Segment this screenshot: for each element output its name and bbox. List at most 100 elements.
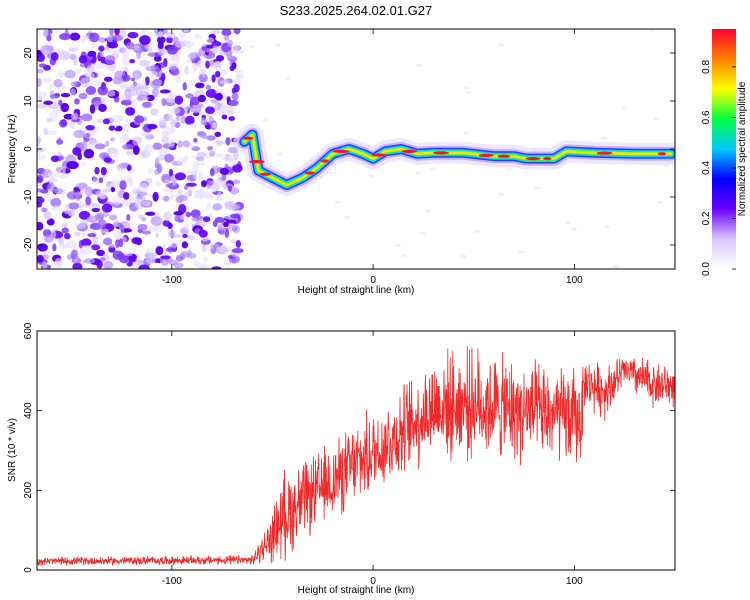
noise-speck (187, 249, 192, 257)
spectrogram-x-ticks: -100 0 100 (162, 29, 583, 286)
noise-speck (44, 251, 55, 256)
noise-speck (85, 132, 91, 138)
noise-speck (46, 183, 56, 192)
noise-speck (37, 221, 44, 231)
noise-speck (98, 45, 105, 52)
noise-speck (37, 174, 44, 184)
noise-speck (156, 163, 163, 174)
noise-speck (156, 36, 166, 44)
noise-speck (204, 191, 215, 198)
noise-speck (233, 29, 241, 35)
noise-speck (108, 214, 118, 221)
noise-speck (131, 77, 136, 82)
noise-speck (218, 106, 227, 114)
noise-speck (474, 229, 481, 233)
noise-speck (61, 222, 68, 228)
colorbar-tick-label: 0.2 (701, 211, 712, 225)
noise-speck (230, 238, 237, 244)
noise-speck (141, 217, 146, 222)
noise-speck (219, 80, 230, 85)
noise-speck (180, 115, 187, 124)
trace-hotspot (433, 151, 449, 155)
noise-speck (60, 92, 71, 98)
x-tick-label: 100 (566, 576, 583, 587)
noise-speck (231, 45, 241, 54)
noise-speck (232, 179, 241, 185)
noise-speck (177, 32, 186, 38)
snr-y-label: SNR (10 * v/v) (7, 418, 18, 482)
noise-speck (571, 227, 578, 231)
noise-speck (223, 221, 229, 228)
noise-speck (85, 71, 95, 81)
noise-speck (193, 194, 205, 200)
noise-speck (209, 59, 215, 67)
noise-speck (78, 55, 88, 64)
noise-speck (226, 50, 233, 59)
noise-speck (164, 153, 175, 163)
noise-speck (219, 167, 230, 176)
noise-speck (600, 136, 607, 140)
noise-speck (207, 146, 214, 151)
noise-speck (172, 180, 177, 186)
noise-speck (103, 48, 112, 53)
noise-speck (176, 158, 187, 165)
noise-speck (150, 70, 158, 78)
noise-speck (103, 76, 113, 82)
noise-speck (113, 48, 121, 57)
noise-speck (123, 192, 130, 200)
noise-speck (201, 244, 207, 252)
trace-hotspot (596, 151, 613, 155)
noise-speck (225, 156, 234, 163)
noise-speck (84, 189, 91, 196)
noise-speck (113, 221, 120, 228)
noise-speck (663, 164, 670, 168)
noise-speck (165, 247, 178, 252)
noise-speck (49, 111, 59, 122)
snr-x-label: Height of straight line (km) (298, 585, 415, 596)
noise-speck (98, 103, 107, 113)
noise-speck (94, 166, 100, 175)
noise-speck (161, 195, 171, 202)
noise-speck (183, 185, 189, 191)
noise-speck (174, 75, 182, 83)
noise-speck (112, 114, 124, 123)
noise-speck (130, 98, 137, 109)
noise-speckle (37, 29, 675, 269)
colorbar-label: Normalized spectral amplitude (737, 81, 748, 216)
noise-speck (211, 178, 222, 186)
noise-speck (200, 180, 207, 188)
noise-speck (463, 86, 470, 90)
colorbar-ticks: 0.0 0.2 0.4 0.6 0.8 (701, 60, 736, 276)
noise-speck (37, 243, 48, 252)
noise-speck (198, 73, 208, 83)
noise-speck (58, 99, 63, 107)
noise-speck (181, 241, 189, 249)
noise-speck (83, 258, 96, 264)
noise-speck (416, 63, 423, 67)
noise-speck (621, 106, 628, 110)
noise-speck (131, 247, 136, 253)
noise-speck (154, 78, 162, 86)
noise-speck (185, 182, 197, 187)
noise-speck (126, 164, 132, 171)
snr-x-ticks: -100 0 100 (162, 331, 583, 587)
noise-speck (191, 146, 201, 152)
noise-speck (108, 63, 116, 74)
noise-speck (122, 48, 130, 59)
noise-speck (653, 117, 660, 121)
noise-speck (79, 248, 85, 259)
noise-speck (145, 211, 156, 216)
noise-speck (141, 29, 149, 37)
noise-speck (182, 82, 187, 91)
noise-speck (202, 255, 208, 263)
y-tick-label: -20 (23, 237, 34, 252)
colorbar-tick-label: 0.0 (701, 262, 712, 276)
noise-speck (228, 99, 239, 107)
noise-speck (96, 259, 103, 269)
noise-speck (221, 173, 227, 181)
noise-speck (41, 207, 48, 213)
x-tick-label: 100 (566, 275, 583, 286)
noise-speck (59, 32, 71, 41)
noise-speck (198, 171, 204, 181)
noise-speck (74, 222, 87, 229)
